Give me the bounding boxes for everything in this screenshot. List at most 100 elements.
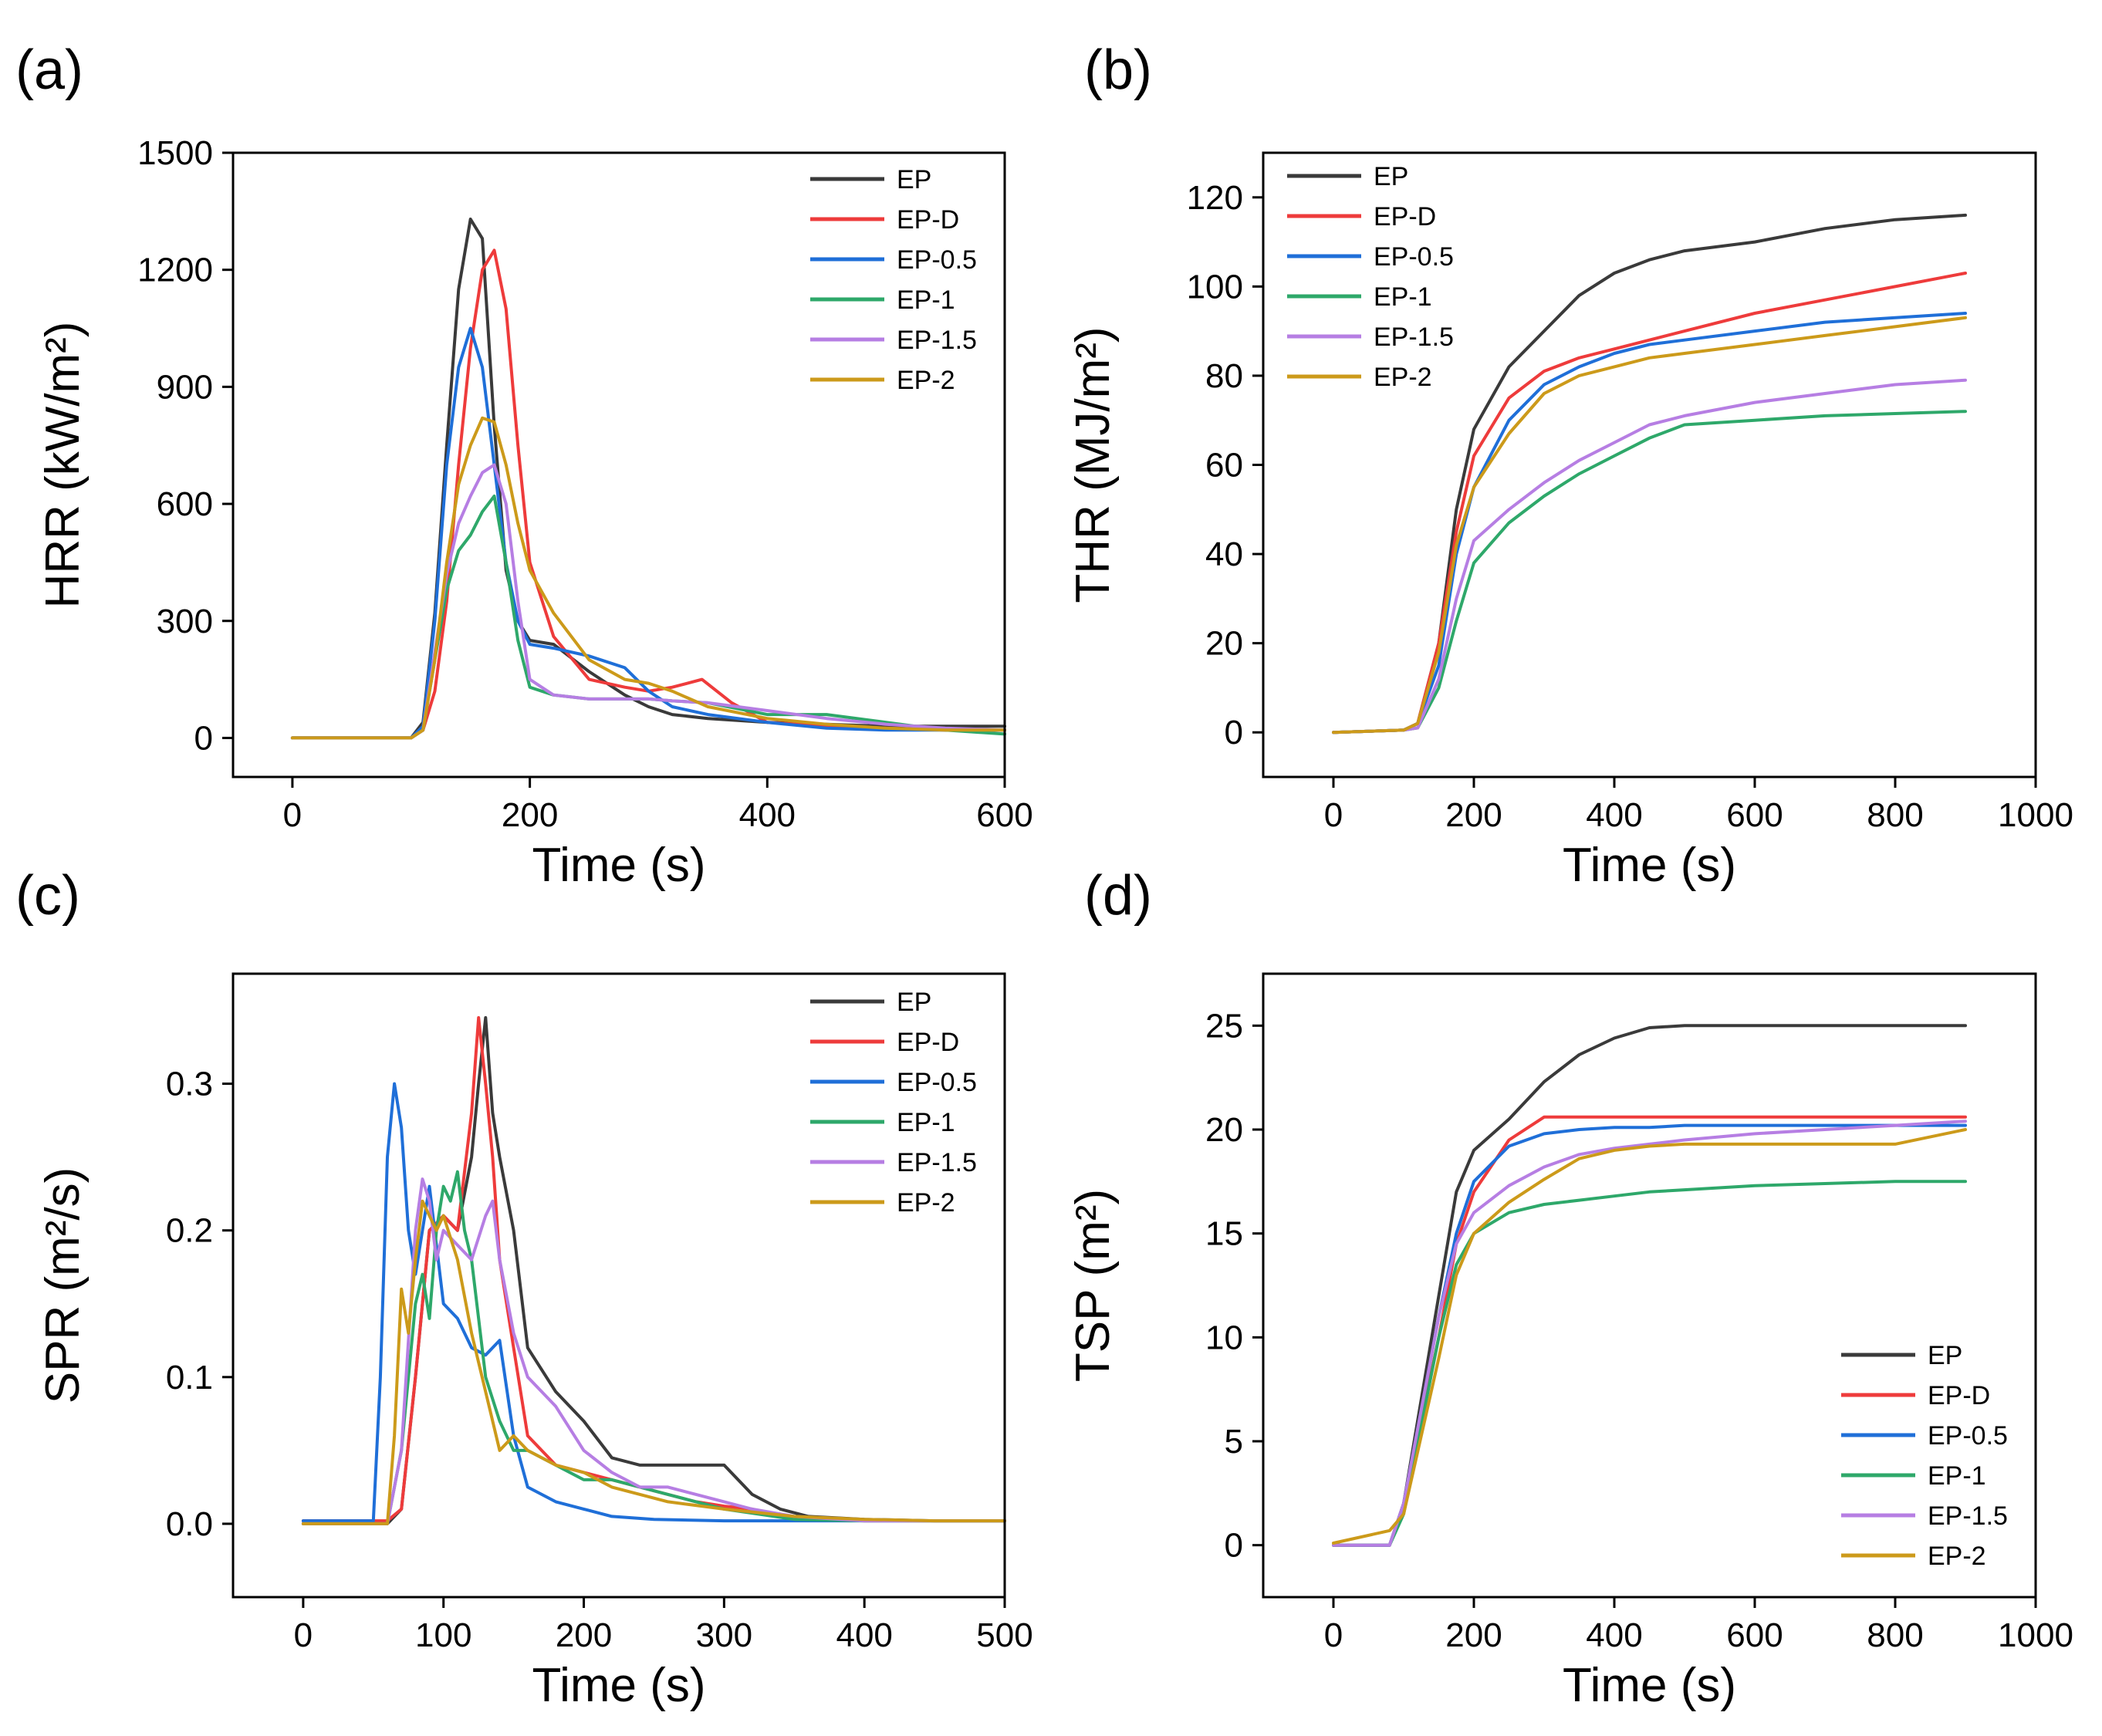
plot-frame [231, 972, 1006, 1599]
legend-label-ep-1-5: EP-1.5 [897, 1148, 977, 1177]
y-tick-label: 20 [1205, 625, 1243, 663]
legend-label-ep-d: EP-D [897, 205, 959, 235]
legend-label-ep-1: EP-1 [897, 1108, 955, 1137]
x-tick-label: 300 [696, 1616, 752, 1654]
legend-label-ep-d: EP-D [1374, 202, 1436, 231]
legend-label-ep-0-5: EP-0.5 [1928, 1421, 2008, 1451]
legend-label-ep-1-5: EP-1.5 [1928, 1501, 2008, 1531]
series-line-ep-0-5 [290, 326, 1006, 740]
x-tick-label: 1000 [1998, 1616, 2073, 1654]
y-tick-label: 0 [194, 719, 213, 757]
x-tick-label: 400 [1586, 1616, 1642, 1654]
legend: EP EP-D EP-0.5 EP-1 EP-1.5 EP-2 [810, 165, 977, 395]
legend-label-ep-0-5: EP-0.5 [897, 245, 977, 275]
y-tick-label: 0.2 [166, 1212, 213, 1250]
x-tick-label: 600 [976, 796, 1032, 834]
x-tick-label: 200 [502, 796, 558, 834]
x-tick-label: 600 [1726, 796, 1783, 834]
y-tick-label: 20 [1205, 1111, 1243, 1149]
legend: EP EP-D EP-0.5 EP-1 EP-1.5 EP-2 [1287, 162, 1454, 392]
y-tick-label: 10 [1205, 1319, 1243, 1356]
x-tick-label: 1000 [1998, 796, 2073, 834]
legend-label-ep-1: EP-1 [1374, 282, 1432, 312]
y-axis-title: HRR (kW/m²) [36, 322, 90, 609]
x-tick-label: 400 [836, 1616, 892, 1654]
y-axis-title: TSP (m²) [1066, 1189, 1120, 1382]
series-line-ep-1-5 [1332, 1120, 1967, 1547]
x-tick-label: 200 [556, 1616, 612, 1654]
y-tick-label: 900 [157, 368, 213, 406]
series-line-ep-2 [1332, 1128, 1967, 1545]
legend-label-ep-1-5: EP-1.5 [1374, 323, 1454, 352]
series-line-ep-2 [290, 416, 1006, 740]
series-line-ep-0-5 [1332, 1123, 1967, 1547]
y-tick-label: 600 [157, 485, 213, 523]
x-tick-label: 200 [1445, 796, 1502, 834]
series-line-ep-1 [1332, 410, 1967, 735]
series-line-ep-1 [1332, 1180, 1967, 1547]
legend-label-ep-d: EP-D [897, 1028, 959, 1057]
panel-letter-d: (d) [1084, 865, 1152, 927]
x-tick-label: 0 [283, 796, 302, 834]
x-tick-label: 500 [976, 1616, 1032, 1654]
plot-frame [1262, 972, 2037, 1599]
x-tick-label: 0 [1324, 1616, 1343, 1654]
y-tick-label: 0 [1225, 1527, 1243, 1565]
legend-label-ep: EP [897, 988, 931, 1017]
plot-frame [231, 151, 1006, 778]
y-axis-title: SPR (m²/s) [36, 1167, 90, 1404]
series-line-ep-1 [290, 495, 1006, 740]
x-tick-label: 100 [415, 1616, 471, 1654]
legend-label-ep-2: EP-2 [1928, 1542, 1986, 1571]
legend-label-ep-0-5: EP-0.5 [897, 1068, 977, 1097]
legend-label-ep-1-5: EP-1.5 [897, 326, 977, 355]
series-line-ep-2 [1332, 316, 1967, 735]
y-tick-label: 40 [1205, 535, 1243, 573]
legend-label-ep-0-5: EP-0.5 [1374, 242, 1454, 272]
panel-letter-b: (b) [1084, 39, 1152, 101]
y-tick-label: 0.1 [166, 1359, 213, 1397]
legend-label-ep-1: EP-1 [1928, 1461, 1986, 1491]
series-line-ep-1-5 [290, 463, 1006, 740]
series-line-ep-1-5 [301, 1177, 1006, 1525]
x-tick-label: 400 [1586, 796, 1642, 834]
x-axis-title: Time (s) [532, 839, 706, 892]
x-axis-title: Time (s) [1563, 839, 1736, 892]
y-tick-label: 0.3 [166, 1066, 213, 1103]
legend-label-ep-d: EP-D [1928, 1381, 1990, 1410]
legend-label-ep: EP [1928, 1341, 1962, 1370]
legend-label-ep-1: EP-1 [897, 285, 955, 315]
y-axis-title: THR (MJ/m²) [1066, 326, 1120, 603]
panel-d-tsp-chart: 0 200 400 600 800 1000 0 5 10 15 20 25 Time (s) TSP (… [1066, 972, 2073, 1712]
panel-letter-a: (a) [15, 39, 83, 101]
y-tick-label: 120 [1187, 179, 1243, 217]
series-line-ep-0-5 [1332, 312, 1967, 735]
y-tick-label: 1200 [137, 252, 213, 289]
series-line-ep-2 [301, 1199, 1006, 1525]
x-tick-label: 0 [294, 1616, 313, 1654]
panel-letter-c: (c) [15, 865, 80, 927]
x-tick-label: 400 [739, 796, 796, 834]
legend-label-ep-2: EP-2 [897, 1188, 955, 1218]
legend: EP EP-D EP-0.5 EP-1 EP-1.5 EP-2 [1841, 1341, 2008, 1571]
y-tick-label: 1500 [137, 134, 213, 172]
x-tick-label: 800 [1867, 1616, 1923, 1654]
y-tick-label: 300 [157, 603, 213, 640]
panel-a-hrr-chart: 0 200 400 600 0 300 600 900 1200 1500 Time (s) HRR … [36, 134, 1033, 892]
y-tick-label: 5 [1225, 1423, 1243, 1461]
y-tick-label: 100 [1187, 268, 1243, 306]
x-axis-title: Time (s) [1563, 1659, 1736, 1712]
panel-c-spr-chart: 0 100 200 300 400 500 0.0 0.1 0.2 0.3 Time (s) SPR … [36, 972, 1033, 1712]
panel-b-thr-chart: 0 200 400 600 800 1000 0 20 40 60 80 100 120 Time (s)… [1066, 151, 2073, 892]
y-tick-label: 25 [1205, 1007, 1243, 1045]
y-tick-label: 0.0 [166, 1505, 213, 1543]
series-line-ep-0-5 [301, 1082, 1006, 1523]
x-tick-label: 800 [1867, 796, 1923, 834]
series-line-ep-d [290, 248, 1006, 740]
legend-label-ep-2: EP-2 [1374, 363, 1432, 392]
x-axis-title: Time (s) [532, 1659, 706, 1712]
x-tick-label: 0 [1324, 796, 1343, 834]
x-tick-label: 600 [1726, 1616, 1783, 1654]
y-tick-label: 15 [1205, 1215, 1243, 1253]
y-tick-label: 0 [1225, 714, 1243, 751]
